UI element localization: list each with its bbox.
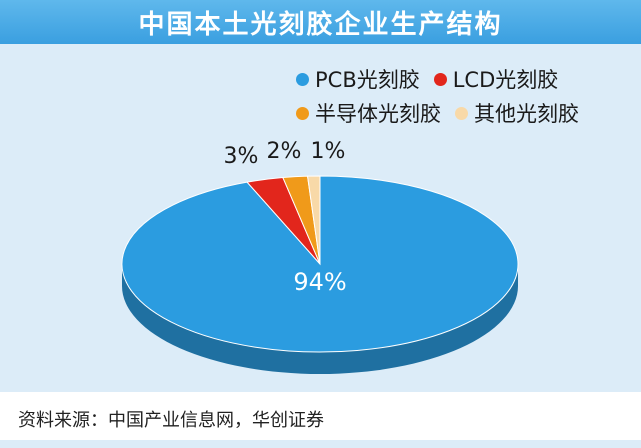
pie-slice-3 <box>306 175 321 265</box>
data-label-2: 2% <box>267 139 302 164</box>
legend-label-other: 其他光刻胶 <box>474 102 579 126</box>
legend-label-lcd: LCD光刻胶 <box>452 68 559 92</box>
data-label-1: 3% <box>224 144 259 169</box>
legend-item-other: 其他光刻胶 <box>455 98 579 128</box>
source-bar: 资料来源：中国产业信息网，华创证券 <box>0 392 641 448</box>
legend-row: PCB光刻胶 LCD光刻胶 <box>296 62 626 96</box>
legend-swatch-other <box>455 106 468 120</box>
data-label-3: 1% <box>311 139 346 164</box>
legend-item-lcd: LCD光刻胶 <box>433 64 559 94</box>
bottom-strip <box>0 440 641 448</box>
legend-swatch-semiconductor <box>296 106 309 120</box>
pie-side-0 <box>122 264 518 374</box>
legend-row: 半导体光刻胶 其他光刻胶 <box>296 96 626 130</box>
source-note: 资料来源：中国产业信息网，华创证券 <box>18 410 324 431</box>
legend-swatch-lcd <box>433 72 447 86</box>
legend-label-pcb: PCB光刻胶 <box>315 68 420 92</box>
legend-label-semiconductor: 半导体光刻胶 <box>315 102 441 126</box>
legend-item-pcb: PCB光刻胶 <box>296 64 420 94</box>
title-bar: 中国本土光刻胶企业生产结构 <box>0 0 641 44</box>
legend-item-semiconductor: 半导体光刻胶 <box>296 98 441 128</box>
data-label-0: 94% <box>293 268 346 296</box>
legend: PCB光刻胶 LCD光刻胶 半导体光刻胶 其他光刻胶 <box>296 62 626 130</box>
chart-title: 中国本土光刻胶企业生产结构 <box>138 9 503 40</box>
legend-swatch-pcb <box>296 72 309 86</box>
